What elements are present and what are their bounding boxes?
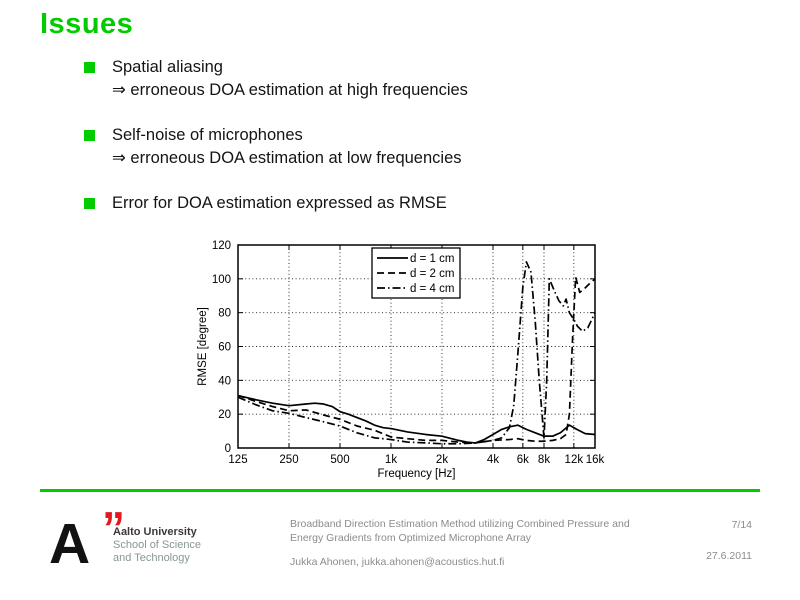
y-tick-label: 120 (212, 240, 231, 252)
list-item: Error for DOA estimation expressed as RM… (84, 192, 724, 215)
series-line-dashdot (237, 261, 596, 445)
series-line-dashed (237, 276, 596, 444)
y-tick-label: 60 (218, 342, 231, 354)
legend-label: d = 2 cm (410, 268, 454, 280)
rmse-chart-svg: 125 250 500 1k 2k 4k 6k 8k 12k 16k 0 20 40 60 80 100 120… (197, 240, 605, 480)
bullet-2-subtext: ⇒ erroneous DOA estimation at low freque… (112, 149, 462, 167)
x-tick-label: 16k (586, 454, 605, 466)
organization-name: Aalto University (113, 526, 197, 538)
series-line-solid (237, 394, 596, 444)
x-tick-label: 1k (385, 454, 397, 466)
x-tick-label: 250 (279, 454, 298, 466)
legend-box (371, 247, 461, 299)
bullet-square-icon (84, 130, 95, 141)
presentation-title-block: Broadband Direction Estimation Method ut… (290, 518, 690, 545)
bullet-3-text: Error for DOA estimation expressed as RM… (112, 194, 447, 212)
bullet-square-icon (84, 62, 95, 73)
legend-label: d = 4 cm (410, 283, 454, 295)
author-contact: Jukka Ahonen, jukka.ahonen@acoustics.hut… (290, 556, 505, 568)
presentation-title-line2: Energy Gradients from Optimized Micropho… (290, 531, 532, 544)
organization-block: Aalto University School of Science and T… (113, 526, 201, 565)
bullet-square-icon (84, 198, 95, 209)
x-tick-label: 4k (487, 454, 499, 466)
bullet-1-text: Spatial aliasing (112, 58, 223, 76)
list-item: Self-noise of microphones ⇒ erroneous DO… (84, 124, 724, 170)
y-tick-label: 0 (225, 443, 231, 455)
y-tick-label: 20 (218, 409, 231, 421)
page-number: 7/14 (731, 519, 752, 531)
x-axis-label: Frequency [Hz] (378, 468, 456, 480)
page-title: Issues (40, 8, 134, 40)
x-tick-label: 500 (330, 454, 349, 466)
footer-divider-line (40, 489, 760, 492)
slide-date: 27.6.2011 (706, 550, 752, 562)
bullet-2-text: Self-noise of microphones (112, 126, 303, 144)
x-tick-label: 8k (538, 454, 550, 466)
list-item: Spatial aliasing ⇒ erroneous DOA estimat… (84, 56, 724, 102)
x-tick-label: 12k (565, 454, 584, 466)
presentation-title-line1: Broadband Direction Estimation Method ut… (290, 518, 630, 530)
aalto-logo-letter: A (49, 512, 91, 576)
rmse-chart: 125 250 500 1k 2k 4k 6k 8k 12k 16k 0 20 40 60 80 100 120… (170, 233, 610, 481)
organization-school-line2: and Technology (113, 552, 190, 564)
x-tick-label: 2k (436, 454, 448, 466)
aalto-logo: A ” (49, 502, 149, 576)
legend-label: d = 1 cm (410, 253, 454, 265)
y-tick-label: 80 (218, 308, 231, 320)
y-tick-label: 100 (212, 274, 231, 286)
bullet-list: Spatial aliasing ⇒ erroneous DOA estimat… (84, 56, 724, 237)
bullet-1-subtext: ⇒ erroneous DOA estimation at high frequ… (112, 81, 468, 99)
y-axis-label: RMSE [degree] (197, 307, 209, 386)
x-tick-label: 125 (228, 454, 247, 466)
x-tick-label: 6k (517, 454, 529, 466)
y-tick-label: 40 (218, 375, 231, 387)
organization-school-line1: School of Science (113, 539, 202, 551)
aalto-logo-quote-icon: ” (102, 502, 125, 554)
